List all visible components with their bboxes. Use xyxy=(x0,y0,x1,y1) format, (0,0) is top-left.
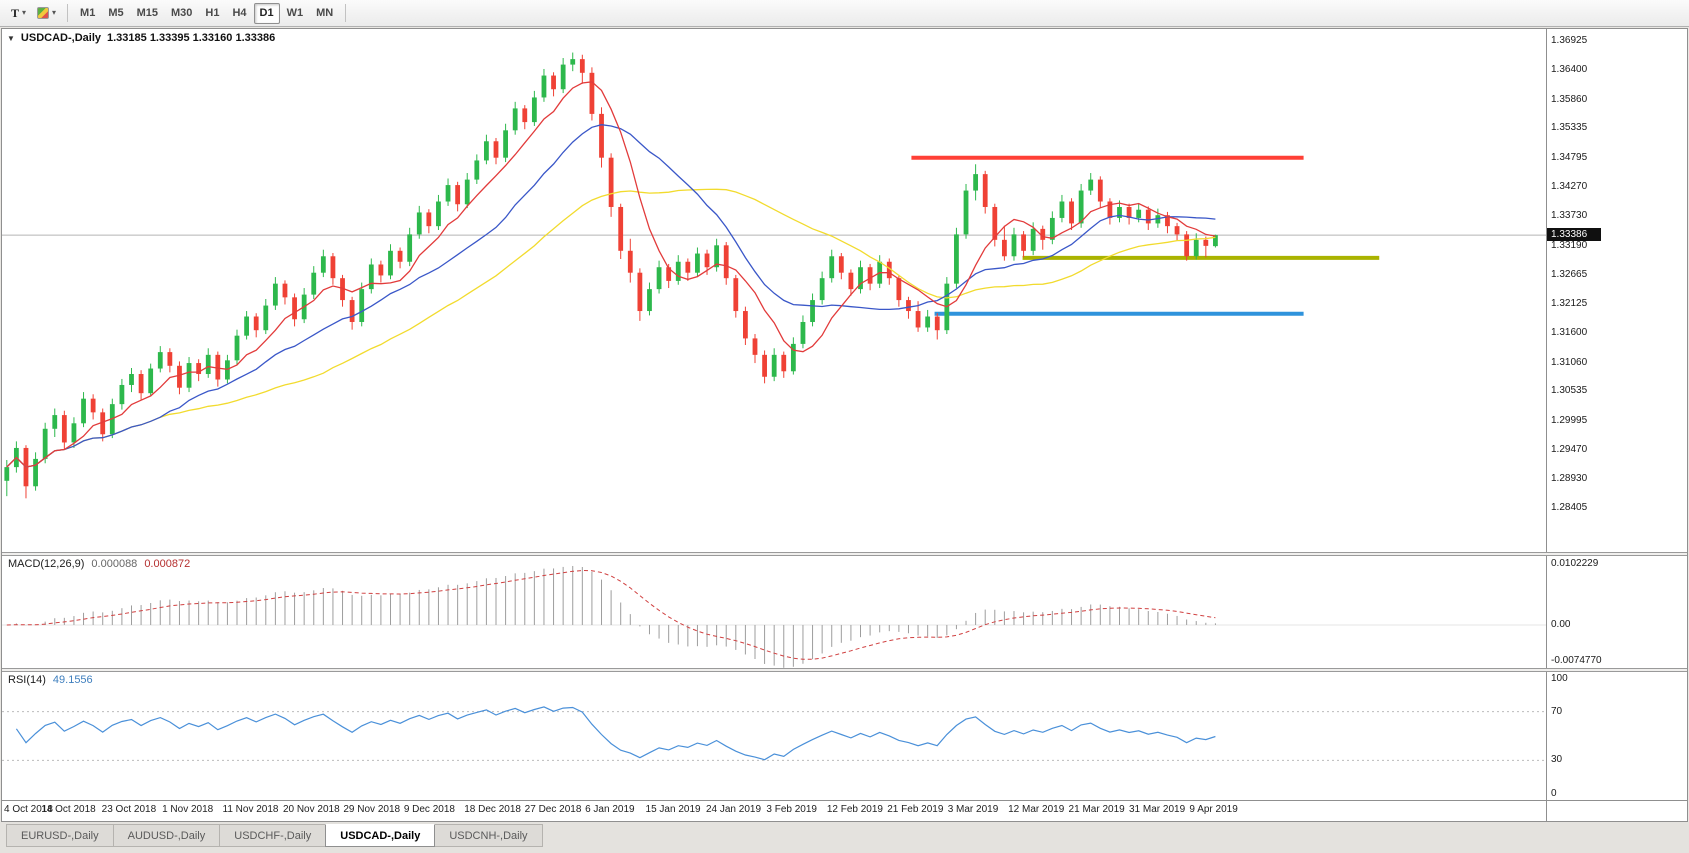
date-axis-label: 11 Nov 2018 xyxy=(222,804,279,815)
rsi-panel: RSI(14) 49.1556 100 70 30 0 xyxy=(2,672,1687,800)
indicators-button[interactable]: ▾ xyxy=(32,3,61,24)
price-axis-label: 1.28405 xyxy=(1551,501,1588,513)
date-axis-label: 9 Apr 2019 xyxy=(1189,804,1238,815)
date-axis-label: 27 Dec 2018 xyxy=(524,804,582,815)
window-bottom-edge xyxy=(0,847,1689,853)
timeframe-button-m15[interactable]: M15 xyxy=(136,7,159,19)
price-axis-label: 1.33730 xyxy=(1551,210,1588,222)
macd-axis-zero: 0.00 xyxy=(1551,618,1571,630)
macd-signal-value: 0.000872 xyxy=(144,558,191,570)
chart-title: ▼ USDCAD-,Daily 1.33185 1.33395 1.33160 … xyxy=(7,32,275,44)
toolbar-separator xyxy=(67,4,69,22)
date-axis-label: 21 Mar 2019 xyxy=(1068,804,1125,815)
date-axis-label: 9 Dec 2018 xyxy=(403,804,455,815)
chart-tab-usdchf[interactable]: USDCHF-,Daily xyxy=(219,824,327,847)
collapse-triangle-icon[interactable]: ▼ xyxy=(7,33,15,43)
timeframe-button-m5[interactable]: M5 xyxy=(108,7,124,19)
macd-axis[interactable]: 0.0102229 0.00 -0.0074770 xyxy=(1546,556,1687,668)
price-axis-label: 1.29470 xyxy=(1551,443,1588,455)
date-axis-label: 12 Mar 2019 xyxy=(1008,804,1065,815)
top-toolbar: T ▾ ▾ M1 M5 M15 M30 H1 H4 D1 W1 MN xyxy=(0,0,1689,27)
chevron-down-icon: ▾ xyxy=(52,8,57,17)
timeframe-button-w1[interactable]: W1 xyxy=(286,7,304,19)
macd-name: MACD(12,26,9) xyxy=(8,558,85,570)
chart-tab-usdcnh[interactable]: USDCNH-,Daily xyxy=(434,824,543,847)
symbol-period-label: USDCAD-,Daily xyxy=(20,32,101,44)
price-axis-label: 1.34270 xyxy=(1551,180,1588,192)
price-axis-label: 1.31600 xyxy=(1551,326,1588,338)
price-axis[interactable]: 1.36925 1.36400 1.35860 1.35335 1.34795 1.342… xyxy=(1546,29,1687,552)
timeframe-button-d1[interactable]: D1 xyxy=(253,2,280,24)
rsi-value: 49.1556 xyxy=(52,674,93,686)
current-price-badge: 1.33386 xyxy=(1547,228,1601,242)
price-axis-label: 1.36400 xyxy=(1551,64,1588,76)
templates-button[interactable]: T ▾ xyxy=(6,3,31,24)
price-axis-label: 1.33190 xyxy=(1551,239,1588,251)
price-axis-label: 1.29995 xyxy=(1551,414,1588,426)
date-axis-label: 20 Nov 2018 xyxy=(282,804,340,815)
price-chart-panel: ▼ USDCAD-,Daily 1.33185 1.33395 1.33160 … xyxy=(2,29,1687,552)
timeframe-button-h4[interactable]: H4 xyxy=(232,7,247,19)
chart-tab-usdcad[interactable]: USDCAD-,Daily xyxy=(325,824,436,847)
chart-tab-bar: EURUSD-,Daily AUDUSD-,Daily USDCHF-,Daily U… xyxy=(0,822,1689,847)
panel-divider[interactable] xyxy=(2,552,1687,556)
macd-axis-min: -0.0074770 xyxy=(1551,655,1602,666)
chevron-down-icon: ▾ xyxy=(22,8,27,17)
macd-canvas[interactable]: MACD(12,26,9) 0.000088 0.000872 xyxy=(2,556,1546,668)
macd-axis-max: 0.0102229 xyxy=(1551,558,1599,569)
templates-icon: T xyxy=(11,6,20,20)
date-axis-label: 18 Dec 2018 xyxy=(464,804,521,815)
date-axis-label: 4 Oct 2018 xyxy=(4,804,53,815)
timeframe-group: M1 M5 M15 M30 H1 H4 D1 W1 MN xyxy=(74,2,339,24)
timeframe-button-m1[interactable]: M1 xyxy=(80,7,96,19)
date-axis-label: 3 Feb 2019 xyxy=(766,804,817,815)
price-chart-canvas[interactable]: ▼ USDCAD-,Daily 1.33185 1.33395 1.33160 … xyxy=(2,29,1546,552)
date-axis-label: 15 Jan 2019 xyxy=(645,804,701,815)
toolbar-separator xyxy=(345,4,347,22)
date-axis-corner xyxy=(1546,801,1687,821)
rsi-axis[interactable]: 100 70 30 0 xyxy=(1546,672,1687,800)
price-axis-label: 1.32125 xyxy=(1551,298,1588,310)
date-axis-label: 24 Jan 2019 xyxy=(705,804,762,815)
rsi-axis-0: 0 xyxy=(1551,788,1557,799)
timeframe-button-h1[interactable]: H1 xyxy=(205,7,220,19)
date-axis-label: 6 Jan 2019 xyxy=(585,804,635,815)
price-axis-label: 1.35860 xyxy=(1551,93,1588,105)
date-axis-label: 14 Oct 2018 xyxy=(41,804,96,815)
date-axis[interactable]: 4 Oct 2018 14 Oct 2018 23 Oct 2018 1 Nov 20… xyxy=(2,800,1687,821)
price-axis-label: 1.32665 xyxy=(1551,268,1588,280)
rsi-canvas[interactable]: RSI(14) 49.1556 xyxy=(2,672,1546,800)
timeframe-button-mn[interactable]: MN xyxy=(316,7,334,19)
macd-title: MACD(12,26,9) 0.000088 0.000872 xyxy=(8,558,190,570)
price-axis-label: 1.30535 xyxy=(1551,385,1588,397)
price-axis-label: 1.34795 xyxy=(1551,151,1588,163)
date-axis-label: 1 Nov 2018 xyxy=(162,804,214,815)
rsi-axis-100: 100 xyxy=(1551,673,1568,684)
rsi-axis-30: 30 xyxy=(1551,754,1563,766)
chart-tab-audusd[interactable]: AUDUSD-,Daily xyxy=(112,824,221,847)
macd-main-value: 0.000088 xyxy=(91,558,138,570)
date-axis-label: 23 Oct 2018 xyxy=(101,804,157,815)
price-axis-label: 1.36925 xyxy=(1551,35,1588,47)
rsi-title: RSI(14) 49.1556 xyxy=(8,674,93,686)
timeframe-button-m30[interactable]: M30 xyxy=(171,7,193,19)
price-axis-label: 1.35335 xyxy=(1551,122,1588,134)
date-axis-label: 29 Nov 2018 xyxy=(343,804,401,815)
date-axis-label: 3 Mar 2019 xyxy=(947,804,999,815)
chart-window: ▼ USDCAD-,Daily 1.33185 1.33395 1.33160 … xyxy=(1,28,1688,822)
panel-divider[interactable] xyxy=(2,668,1687,672)
date-axis-label: 21 Feb 2019 xyxy=(887,804,944,815)
price-axis-label: 1.28930 xyxy=(1551,473,1588,485)
date-axis-label: 31 Mar 2019 xyxy=(1128,804,1186,815)
chart-tab-eurusd[interactable]: EURUSD-,Daily xyxy=(6,824,114,847)
price-axis-label: 1.31060 xyxy=(1551,356,1588,368)
ohlc-values: 1.33185 1.33395 1.33160 1.33386 xyxy=(107,32,276,44)
indicators-icon xyxy=(37,7,50,19)
rsi-axis-70: 70 xyxy=(1551,705,1563,717)
macd-panel: MACD(12,26,9) 0.000088 0.000872 0.010222… xyxy=(2,556,1687,668)
date-axis-labels: 4 Oct 2018 14 Oct 2018 23 Oct 2018 1 Nov 20… xyxy=(2,801,1546,821)
rsi-name: RSI(14) xyxy=(8,674,46,686)
date-axis-label: 12 Feb 2019 xyxy=(826,804,883,815)
